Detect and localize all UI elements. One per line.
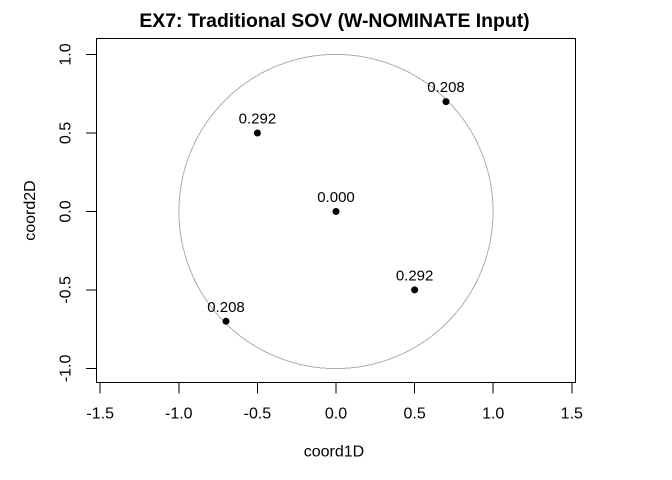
svg-text:0.292: 0.292 [396, 268, 434, 285]
svg-text:-1.0: -1.0 [58, 355, 75, 383]
svg-text:EX7: Traditional SOV (W-NOMINA: EX7: Traditional SOV (W-NOMINATE Input) [139, 10, 529, 32]
svg-text:0.5: 0.5 [58, 122, 75, 144]
svg-text:0.000: 0.000 [317, 189, 355, 206]
svg-text:-0.5: -0.5 [244, 406, 272, 423]
svg-text:coord1D: coord1D [304, 443, 364, 460]
svg-text:0.208: 0.208 [207, 299, 245, 316]
svg-text:1.5: 1.5 [561, 406, 583, 423]
svg-text:-0.5: -0.5 [58, 276, 75, 304]
svg-text:1.0: 1.0 [58, 43, 75, 65]
svg-text:0.0: 0.0 [325, 406, 347, 423]
svg-text:0.208: 0.208 [427, 79, 465, 96]
svg-text:0.292: 0.292 [239, 111, 277, 128]
svg-text:-1.5: -1.5 [86, 406, 114, 423]
svg-text:1.0: 1.0 [482, 406, 504, 423]
svg-text:0.0: 0.0 [58, 200, 75, 222]
svg-text:0.5: 0.5 [403, 406, 425, 423]
svg-text:coord2D: coord2D [22, 180, 39, 240]
svg-text:-1.0: -1.0 [165, 406, 193, 423]
